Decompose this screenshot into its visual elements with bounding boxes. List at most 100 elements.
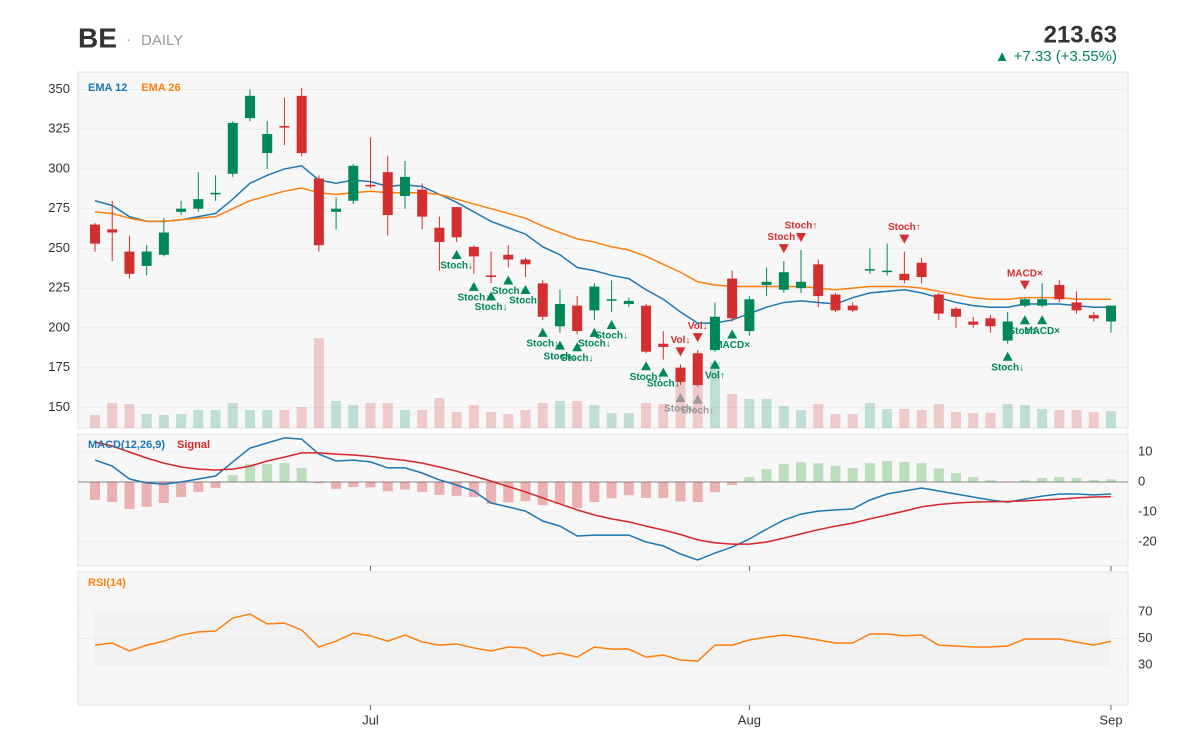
volume-bar <box>761 399 772 428</box>
signal-arrow <box>709 359 720 369</box>
y-tick-label: 30 <box>1138 657 1152 672</box>
histogram-bar <box>778 464 789 482</box>
candle-body <box>744 299 755 332</box>
candle-body <box>761 281 772 285</box>
signal-label: Stoch↓ <box>681 405 714 416</box>
histogram-bar <box>107 482 118 503</box>
line-series <box>94 441 1112 545</box>
candle-body <box>727 278 738 319</box>
y-tick-label: 225 <box>48 280 70 295</box>
volume-bar <box>279 410 290 428</box>
histogram-bar <box>796 462 807 482</box>
signal-arrow <box>675 347 686 357</box>
volume-bar <box>1002 404 1013 428</box>
histogram-bar <box>124 482 135 509</box>
candle-body <box>141 251 152 266</box>
histogram-bar <box>262 464 273 482</box>
signal-label: Stoch↓ <box>991 362 1024 373</box>
last-price: 213.63 <box>1044 21 1117 48</box>
histogram-bar <box>709 482 720 493</box>
candle-body <box>227 122 238 174</box>
histogram-bar <box>313 482 324 484</box>
candle-body <box>348 165 359 201</box>
histogram-bar <box>985 480 996 482</box>
signal-arrow <box>1037 315 1048 325</box>
candle-body <box>847 305 858 311</box>
volume-bar <box>778 406 789 428</box>
candle-body <box>572 305 583 332</box>
signal-label: Stoch↓ <box>630 372 663 383</box>
y-tick-label: -20 <box>1138 533 1157 548</box>
histogram-bar <box>830 465 841 482</box>
volume-bar <box>520 410 531 428</box>
y-tick-label: 175 <box>48 359 70 374</box>
price-change: ▲ +7.33 (+3.55%) <box>995 48 1117 65</box>
signal-arrow <box>899 234 910 244</box>
candle-body <box>176 208 187 212</box>
candle-body <box>279 126 290 128</box>
volume-bar <box>90 415 100 428</box>
volume-bar <box>399 410 410 428</box>
y-tick-label: 250 <box>48 240 70 255</box>
signal-arrow <box>1002 351 1013 361</box>
interval: DAILY <box>141 32 183 49</box>
signal-arrow <box>727 329 738 339</box>
volume-bar <box>296 407 307 428</box>
candle-body <box>1037 299 1048 306</box>
volume-bar <box>951 412 962 428</box>
legend-entry: RSI(14) <box>88 577 126 589</box>
volume-bar <box>727 394 738 428</box>
volume-bar <box>1106 411 1116 428</box>
volume-bar <box>313 338 324 428</box>
signal-arrow <box>589 327 600 337</box>
histogram-bar <box>589 482 600 503</box>
signal-arrow <box>486 291 497 301</box>
candle-body <box>709 316 720 351</box>
x-tick-label: Jul <box>362 712 379 727</box>
legend-entry: EMA 12 <box>88 82 127 94</box>
volume-bar <box>916 410 927 428</box>
signal-arrow <box>503 275 514 285</box>
histogram-bar <box>296 467 307 482</box>
candle-body <box>830 294 841 311</box>
candle-body <box>1019 299 1030 306</box>
candle-body <box>503 254 514 260</box>
histogram-bar <box>847 467 858 482</box>
volume-bar <box>1088 412 1099 428</box>
candle-body <box>554 304 565 327</box>
signal-arrow <box>778 244 789 254</box>
candle-body <box>864 269 875 271</box>
histogram-bar <box>365 482 376 488</box>
histogram-bar <box>1088 479 1099 482</box>
candle-body <box>262 133 273 154</box>
y-tick-label: 200 <box>48 319 70 334</box>
signal-label: Stoch↓ <box>526 339 559 350</box>
signal-label: MACD× <box>1007 268 1043 279</box>
histogram-bar <box>210 482 221 488</box>
candle-body <box>899 273 910 281</box>
volume-bar <box>451 412 462 428</box>
histogram-bar <box>176 482 187 497</box>
candle-body <box>468 246 479 257</box>
histogram-bar <box>193 482 204 492</box>
candle-body <box>537 283 548 317</box>
histogram-bar <box>554 482 565 505</box>
volume-bar <box>658 404 669 428</box>
histogram-bar <box>572 482 583 509</box>
histogram-bar <box>1106 479 1116 482</box>
signal-arrow <box>451 250 462 260</box>
candle-body <box>296 95 307 154</box>
signal-arrow <box>606 319 617 329</box>
histogram-bar <box>244 464 255 482</box>
histogram-bar <box>1002 482 1013 483</box>
volume-bar <box>1054 410 1065 428</box>
volume-bar <box>417 410 428 428</box>
candle-body <box>313 178 324 246</box>
x-tick-label: Aug <box>738 712 761 727</box>
candle-body <box>1071 302 1082 311</box>
volume-bar <box>537 403 548 428</box>
y-tick-label: 0 <box>1138 473 1145 488</box>
legend-entry: MACD(12,26,9) <box>88 439 165 451</box>
histogram-bar <box>744 476 755 482</box>
